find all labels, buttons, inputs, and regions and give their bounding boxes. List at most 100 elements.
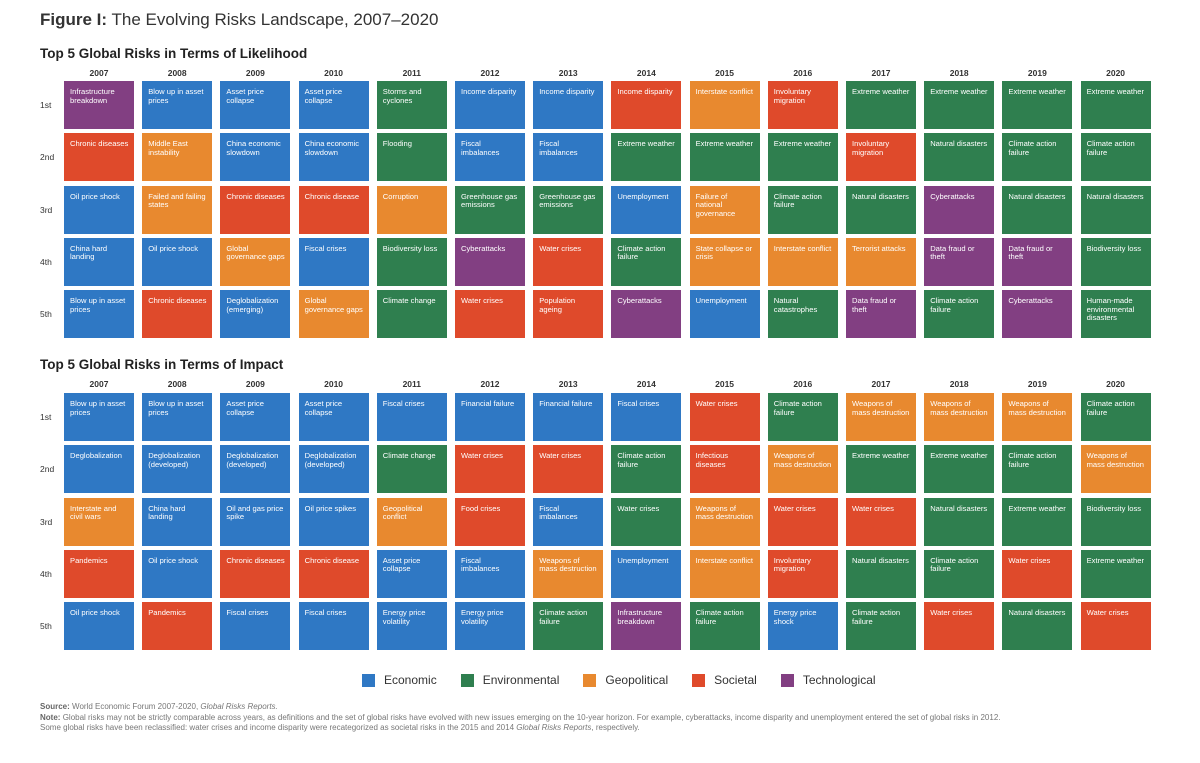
risk-cell: Climate change [376,445,447,494]
risk-cell: Natural disasters [846,549,916,598]
risk-cell: Storms and cyclones [376,81,447,129]
risk-cell: Water crises [846,497,916,546]
source-text: World Economic Forum 2007-2020, [72,702,199,711]
legend-item-environmental: Environmental [460,673,559,687]
year-header-2017: 2017 [871,379,891,389]
risk-cell: Deglobalization (emerging) [220,290,291,339]
risk-cell: Weapons of mass destruction [689,497,760,546]
year-header-2009: 2009 [245,379,265,389]
note-text: Global risks may not be strictly compara… [62,712,1001,722]
year-header-2011: 2011 [402,68,422,78]
year-header-2014: 2014 [636,379,656,389]
year-header-2018: 2018 [949,68,969,78]
risk-cell: Climate action failure [924,290,995,339]
risk-cell: Water crises [924,602,995,651]
risk-cell: Weapons of mass destruction [533,549,604,598]
source-italic: Global Risks Reports. [200,702,278,711]
risk-cell: Biodiversity loss [376,237,447,286]
risk-cell: State collapse or crisis [689,237,760,286]
risk-cell: Extreme weather [1080,549,1151,598]
risk-cell: Fiscal crises [298,602,369,651]
risk-cell: Deglobalization (developed) [142,445,213,494]
risk-cell: Asset price collapse [220,81,291,129]
risk-cell: Data fraud or theft [846,290,916,339]
legend-item-geopolitical: Geopolitical [583,673,668,687]
year-header-2009: 2009 [245,68,265,78]
risk-cell: Water crises [767,497,838,546]
risk-cell: Natural catastrophes [767,290,838,339]
risk-cell: Corruption [376,185,447,234]
risk-cell: Blow up in asset prices [64,393,134,441]
risk-cell: Water crises [533,445,604,494]
risk-cell: Water crises [455,445,525,494]
risk-cell: Natural disasters [846,185,916,234]
risk-cell: Extreme weather [1002,497,1073,546]
year-header-2012: 2012 [480,68,500,78]
year-header-2008: 2008 [167,379,187,389]
risk-cell: Income disparity [611,81,682,129]
risk-cell: Climate action failure [846,602,916,651]
risk-cell: Fiscal crises [220,602,291,651]
risk-cell: Involuntary migration [767,549,838,598]
risk-cell: Asset price collapse [220,393,291,441]
legend-swatch [362,673,375,687]
risk-cell: Interstate conflict [689,549,760,598]
risk-cell: Deglobalization (developed) [298,445,369,494]
year-header-2013: 2013 [558,68,578,78]
year-header-2020: 2020 [1106,379,1126,389]
risk-cell: Unemployment [611,549,682,598]
risk-cell: Oil price shock [64,185,134,234]
risk-cell: Interstate and civil wars [64,497,134,546]
risk-cell: Financial failure [533,393,604,441]
risk-cell: China economic slowdown [298,133,369,182]
risk-cell: China economic slowdown [220,133,291,182]
year-header-2015: 2015 [715,379,735,389]
risk-cell: Climate action failure [767,185,838,234]
year-header-2011: 2011 [402,379,422,389]
risk-cell: Natural disasters [924,133,995,182]
risk-cell: Chronic diseases [220,185,291,234]
risk-cell: Climate action failure [1002,445,1073,494]
risk-cell: Natural disasters [1080,185,1151,234]
risk-cell: Energy price shock [767,602,838,651]
legend-label: Economic [384,673,437,687]
figure-title: Figure I: The Evolving Risks Landscape, … [40,10,438,30]
risk-cell: Fiscal crises [376,393,447,441]
risk-cell: Blow up in asset prices [64,290,134,339]
risk-cell: Asset price collapse [298,393,369,441]
risk-cell: Climate action failure [611,445,682,494]
year-header-2014: 2014 [636,68,656,78]
risk-cell: Weapons of mass destruction [767,445,838,494]
risk-cell: Chronic diseases [220,549,291,598]
risk-cell: China hard landing [142,497,213,546]
risk-cell: Income disparity [533,81,604,129]
legend-label: Geopolitical [605,673,669,687]
risk-cell: Extreme weather [767,133,838,182]
rank-label-2nd: 2nd [40,464,55,475]
legend-swatch [460,673,474,687]
risk-cell: Water crises [455,290,525,339]
risk-cell: Interstate conflict [767,237,838,286]
risk-cell: Oil price shock [64,602,134,651]
year-header-2007: 2007 [89,68,109,78]
risk-cell: Extreme weather [1080,81,1151,129]
risk-cell: Water crises [1002,549,1073,598]
risk-cell: Unemployment [689,290,760,339]
risk-cell: Fiscal imbalances [533,133,604,182]
risk-cell: Energy price volatility [455,602,525,651]
risk-cell: Extreme weather [689,133,760,182]
rank-label-1st: 1st [40,100,52,110]
risk-cell: Fiscal crises [611,393,682,441]
risk-cell: Failure of national governance [689,185,760,234]
risk-cell: Extreme weather [924,445,995,494]
likelihood-section-title: Top 5 Global Risks in Terms of Likelihoo… [40,46,308,61]
risk-cell: Climate action failure [611,237,682,286]
rank-label-1st: 1st [40,412,52,422]
year-header-2018: 2018 [949,379,969,389]
risk-cell: Biodiversity loss [1080,497,1151,546]
risk-cell: Extreme weather [846,445,916,494]
risk-cell: Extreme weather [611,133,682,182]
risk-cell: Data fraud or theft [924,237,995,286]
risk-cell: Cyberattacks [1002,290,1073,339]
risk-cell: Fiscal imbalances [455,549,525,598]
